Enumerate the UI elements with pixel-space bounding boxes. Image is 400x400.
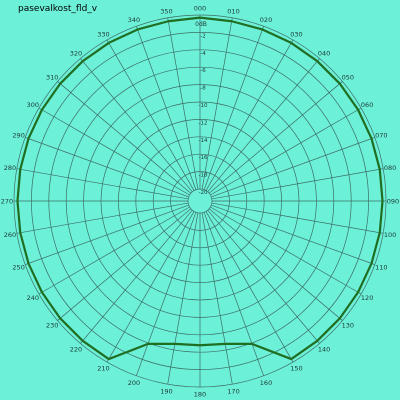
angle-label: 060 [361,101,373,109]
angle-label: 160 [260,379,272,387]
chart-title: pasevalkost_fld_v [18,4,98,14]
series-layer [16,16,384,361]
radial-tick-label: -16 [199,155,208,161]
grid-spoke [136,212,197,376]
angle-label: 230 [46,322,58,330]
grid-spoke [208,208,343,321]
axis-labels: 000 010 020 030 040 050 060 070 080 090 100 110 120 1… [1,5,399,399]
angle-label: 180 [194,391,206,399]
grid-spoke [16,168,189,200]
angle-label: 070 [375,131,387,139]
angle-label: 250 [12,264,24,272]
grid-spoke [205,39,294,191]
radial-tick-label: -4 [200,51,206,57]
angle-label: 190 [160,388,172,396]
angle-label: 080 [384,164,396,172]
grid-spoke [106,211,195,363]
angle-label: 330 [97,30,109,38]
angle-label: 270 [1,198,13,206]
grid-spoke [25,137,189,198]
grid-spoke [25,204,189,265]
grid-spoke [16,202,189,234]
radial-tick-label: -14 [199,138,208,144]
grid-spoke [201,212,233,385]
grid-spoke [211,202,384,234]
radial-tick-label: -6 [200,68,206,74]
radial-tick-label: -2 [200,33,205,39]
angle-label: 010 [227,7,239,15]
grid-spoke [38,206,190,295]
grid-spoke [106,39,195,191]
radial-tick-label: -10 [199,103,208,109]
grid-spoke [211,168,384,200]
angle-label: 150 [290,365,302,373]
grid-spoke [167,212,199,385]
grid-spoke [203,26,264,190]
angle-label: 240 [27,294,39,302]
radial-unit-label: 0dB [195,21,207,28]
angle-label: 120 [361,294,373,302]
grid-spoke [38,107,190,196]
angle-label: 020 [260,16,272,24]
grid-spoke [207,209,320,344]
angle-label: 280 [4,164,16,172]
angle-label: 340 [128,16,140,24]
grid-spoke [208,81,343,194]
angle-label: 290 [12,131,24,139]
angle-label: 040 [318,50,330,58]
series-line-0 [16,16,384,361]
grid-spoke [201,17,233,190]
angle-label: 220 [70,345,82,353]
angle-label: 090 [387,198,399,206]
grid-spoke [205,211,294,363]
radial-tick-label: -12 [199,120,208,126]
angle-label: 100 [384,231,396,239]
polar-grid [13,14,387,388]
angle-label: 030 [290,30,302,38]
angle-label: 110 [375,264,387,272]
grid-spoke [57,208,192,321]
angle-label: 140 [318,345,330,353]
angle-label: 320 [70,50,82,58]
angle-label: 050 [342,73,354,81]
angle-label: 130 [342,322,354,330]
radial-tick-label: -20 [199,190,208,196]
angle-label: 300 [27,101,39,109]
grid-spoke [210,107,362,196]
grid-spoke [211,204,375,265]
grid-spoke [203,212,264,376]
angle-label: 350 [160,7,172,15]
grid-spoke [80,209,193,344]
grid-spoke [57,81,192,194]
angle-label: 260 [4,231,16,239]
grid-spoke [136,26,197,190]
grid-spoke [80,58,193,193]
angle-label: 210 [97,365,109,373]
angle-label: 200 [128,379,140,387]
grid-spoke [210,206,362,295]
radial-tick-label: -18 [199,173,208,179]
grid-spoke [207,58,320,193]
grid-spoke [167,17,199,190]
grid-spoke [211,137,375,198]
angle-label: 170 [227,388,239,396]
angle-label: 310 [46,73,58,81]
angle-label: 000 [194,5,206,13]
radial-tick-label: -8 [200,86,206,92]
